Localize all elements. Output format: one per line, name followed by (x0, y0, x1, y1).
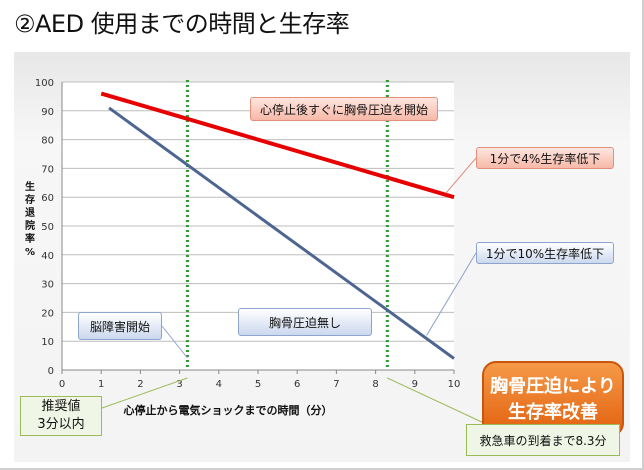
x-tick-label: 10 (448, 379, 461, 390)
chart-panel: 生存退院率% 0 10 20 30 40 50 60 70 80 90 100 0 1 2 3 4 5 6 7 8 9… (14, 52, 630, 462)
x-tick-label: 1 (98, 379, 104, 390)
y-tick-label: 80 (41, 136, 54, 147)
y-axis-label-char: 率 (25, 232, 35, 245)
y-tick-label: 50 (41, 222, 54, 233)
y-tick-label: 90 (41, 107, 54, 118)
y-tick-label: 10 (41, 337, 54, 348)
y-axis-label-char: % (25, 247, 35, 258)
callout-ambulance-text: 救急車の到着まで8.3分 (479, 433, 607, 448)
leader-ambulance (387, 377, 487, 425)
leader-lines (101, 157, 487, 425)
y-axis-label-char: 存 (25, 193, 35, 206)
recommended-line-1: 推奨値 (41, 399, 81, 414)
page-title: ②AED 使用までの時間と生存率 (14, 10, 350, 38)
callout-no-cpr-text: 胸骨圧迫無し (268, 315, 341, 330)
y-tick-label: 0 (48, 366, 54, 377)
y-tick-label: 100 (35, 78, 54, 89)
callout-rate-4-text: 1分で4%生存率低下 (489, 151, 601, 166)
callout-brain-damage: 脳障害開始 (78, 312, 162, 340)
x-tick-label: 4 (216, 379, 222, 390)
reference-lines (185, 80, 389, 370)
leader-rate-4 (445, 157, 477, 194)
x-tick-label: 5 (255, 379, 261, 390)
callout-rate-10-text: 1分で10%生存率低下 (485, 246, 605, 261)
leader-brain-damage (161, 325, 188, 359)
axes: 生存退院率% (25, 82, 455, 374)
y-tick-label: 30 (41, 280, 54, 291)
y-axis-label: 生存退院率% (25, 180, 35, 258)
y-axis-label-char: 退 (25, 207, 35, 219)
y-tick-label: 70 (41, 164, 54, 175)
callout-rate-10: 1分で10%生存率低下 (476, 242, 614, 264)
recommended-line-2: 3分以内 (37, 417, 85, 432)
callout-no-cpr: 胸骨圧迫無し (238, 308, 372, 336)
leader-rate-10 (426, 252, 477, 336)
series-line-with-cpr (100, 91, 455, 200)
callout-cpr-start-text: 心停止後すぐに胸骨圧迫を開始 (259, 102, 428, 117)
y-tick-label: 40 (41, 251, 54, 262)
callout-recommended: 推奨値 3分以内 (20, 396, 102, 436)
x-tick-label: 6 (294, 379, 300, 390)
x-tick-label: 3 (176, 379, 182, 390)
x-tick-label: 7 (333, 379, 339, 390)
x-tick-label: 2 (137, 379, 143, 390)
callout-cpr-start: 心停止後すぐに胸骨圧迫を開始 (250, 97, 438, 121)
x-tick-labels: 0 1 2 3 4 5 6 7 8 9 10 (59, 379, 461, 390)
callout-ambulance: 救急車の到着まで8.3分 (466, 424, 620, 456)
y-axis-label-char: 生 (25, 180, 35, 193)
x-tick-label: 9 (412, 379, 418, 390)
x-tick-label: 0 (59, 379, 65, 390)
callout-brain-damage-text: 脳障害開始 (89, 319, 150, 334)
y-tick-label: 60 (41, 193, 54, 204)
series-line-no-cpr (108, 106, 455, 360)
improve-line-1: 胸骨圧迫により (490, 376, 616, 397)
x-axis-label: 心停止から電気ショックまでの時間（分） (124, 403, 333, 417)
leader-recommended (101, 377, 188, 409)
y-tick-label: 20 (41, 308, 54, 319)
callout-rate-4: 1分で4%生存率低下 (476, 147, 614, 169)
improve-line-2: 生存率改善 (508, 402, 598, 423)
x-tick-label: 8 (372, 379, 378, 390)
y-axis-label-char: 院 (25, 219, 35, 232)
y-tick-labels: 0 10 20 30 40 50 60 70 80 90 100 (35, 78, 54, 377)
series-lines (100, 91, 455, 360)
